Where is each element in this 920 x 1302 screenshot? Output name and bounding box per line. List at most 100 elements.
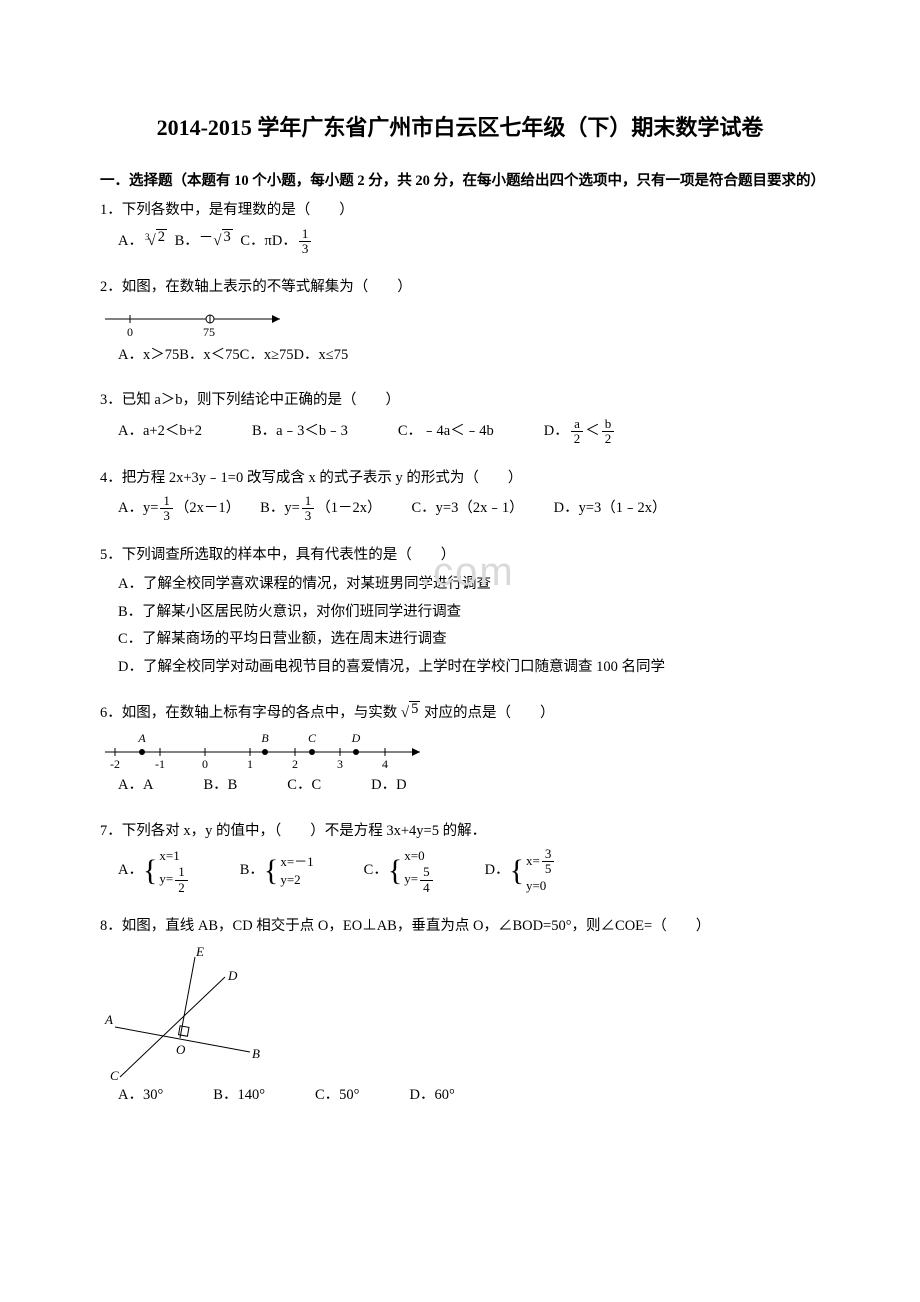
numerator: 1 xyxy=(302,494,315,509)
q7-stem: 7．下列各对 x，y 的值中，（ ）不是方程 3x+4y=5 的解． xyxy=(100,818,820,846)
radical-value: 5 xyxy=(409,701,420,718)
number-line-q2: 0 75 xyxy=(100,304,300,342)
q8-opt-b: B．140° xyxy=(213,1082,265,1110)
q3-opt-d: D． a2 ＜ b2 xyxy=(544,417,616,447)
question-6: 6．如图，在数轴上标有字母的各点中，与实数 √5 对应的点是（ ） -2 -1 … xyxy=(100,699,820,799)
opt-label: B．y= xyxy=(260,495,300,523)
opt-label: C．πD． xyxy=(240,228,296,256)
q2-stem: 2．如图，在数轴上表示的不等式解集为（ ） xyxy=(100,274,820,302)
q3-opt-c: C．﹣4a＜﹣4b xyxy=(398,417,494,447)
svg-text:B: B xyxy=(252,1046,260,1061)
q6-opt-a: A．A xyxy=(118,772,153,800)
stem-post: 对应的点是（ ） xyxy=(424,705,555,721)
sqrt-icon: √3 xyxy=(213,227,232,256)
brace-icon: { xyxy=(510,856,524,886)
svg-text:A: A xyxy=(137,731,146,745)
tick-75: 75 xyxy=(203,325,215,339)
question-5: .com 5．下列调查所选取的样本中，具有代表性的是（ ） A．了解全校同学喜欢… xyxy=(100,542,820,682)
svg-text:-2: -2 xyxy=(110,757,120,771)
svg-text:D: D xyxy=(227,968,238,983)
numerator: 3 xyxy=(542,847,555,862)
sys-row: y=12 xyxy=(159,865,189,895)
brace-icon: { xyxy=(388,856,402,886)
q5-stem: 5．下列调查所选取的样本中，具有代表性的是（ ） xyxy=(100,542,820,570)
numerator: a xyxy=(571,417,584,432)
denominator: 3 xyxy=(160,509,173,523)
svg-text:0: 0 xyxy=(202,757,208,771)
svg-text:D: D xyxy=(351,731,361,745)
q2-opts: A．x＞75B．x＜75C．x≥75D．x≤75 xyxy=(100,342,820,370)
numerator: 1 xyxy=(160,494,173,509)
q1-opt-b: B． － √3 xyxy=(175,227,233,256)
q5-opt-d: D．了解全校同学对动画电视节目的喜爱情况，上学时在学校门口随意调查 100 名同… xyxy=(118,654,820,682)
opt-label: A．y= xyxy=(118,495,158,523)
question-8: 8．如图，直线 AB，CD 相交于点 O，EO⊥AB，垂直为点 O，∠BOD=5… xyxy=(100,913,820,1110)
page-title: 2014-2015 学年广东省广州市白云区七年级（下）期末数学试卷 xyxy=(100,110,820,142)
q7-opt-c: C． { x=0 y=54 xyxy=(364,847,435,895)
opt-label: A． xyxy=(118,228,143,256)
denominator: 5 xyxy=(542,862,555,876)
cube-root-index: 3 xyxy=(145,229,150,246)
sqrt-icon: √5 xyxy=(401,699,420,728)
denominator: 4 xyxy=(420,881,433,895)
svg-text:4: 4 xyxy=(382,757,388,771)
sys-row: y=0 xyxy=(526,877,556,895)
q4-opt-b: B．y= 13 （1－2x） xyxy=(260,494,381,524)
q3-opt-b: B．a﹣3＜b﹣3 xyxy=(252,417,348,447)
question-2: 2．如图，在数轴上表示的不等式解集为（ ） 0 75 A．x＞75B．x＜75C… xyxy=(100,274,820,369)
q3-opt-a: A．a+2＜b+2 xyxy=(118,417,202,447)
q7-opt-d: D． { x=35 y=0 xyxy=(485,847,557,895)
sys-row: x=－1 xyxy=(280,853,313,871)
fraction: b2 xyxy=(602,417,615,447)
sys-row: x=1 xyxy=(159,847,189,865)
q8-opt-c: C．50° xyxy=(315,1082,359,1110)
section-heading: 一．选择题（本题有 10 个小题，每小题 2 分，共 20 分，在每小题给出四个… xyxy=(100,170,820,193)
denominator: 3 xyxy=(302,509,315,523)
q6-opt-b: B．B xyxy=(203,772,237,800)
q8-opt-a: A．30° xyxy=(118,1082,163,1110)
opt-label: B． xyxy=(240,857,264,885)
sys-row: y=2 xyxy=(280,871,313,889)
q6-stem: 6．如图，在数轴上标有字母的各点中，与实数 √5 对应的点是（ ） xyxy=(100,699,820,728)
denominator: 2 xyxy=(175,881,188,895)
question-3: 3．已知 a＞b，则下列结论中正确的是（ ） A．a+2＜b+2 B．a﹣3＜b… xyxy=(100,387,820,446)
fraction: 13 xyxy=(302,494,315,524)
brace-icon: { xyxy=(264,856,278,886)
fraction: a2 xyxy=(571,417,584,447)
svg-text:3: 3 xyxy=(337,757,343,771)
stem-pre: 6．如图，在数轴上标有字母的各点中，与实数 xyxy=(100,705,397,721)
numerator: 1 xyxy=(299,227,312,242)
q1-stem: 1．下列各数中，是有理数的是（ ） xyxy=(100,197,820,225)
svg-text:O: O xyxy=(176,1042,186,1057)
question-7: 7．下列各对 x，y 的值中，（ ）不是方程 3x+4y=5 的解． A． { … xyxy=(100,818,820,895)
svg-text:C: C xyxy=(110,1068,119,1082)
q5-opt-a: A．了解全校同学喜欢课程的情况，对某班男同学进行调查 xyxy=(118,571,820,599)
fraction: 13 xyxy=(299,227,312,257)
q1-opt-cd: C．πD． 13 xyxy=(240,227,313,257)
svg-text:E: E xyxy=(195,944,204,959)
numerator: 1 xyxy=(175,865,188,880)
opt-label: A． xyxy=(118,857,143,885)
sys-row: x=35 xyxy=(526,847,556,877)
q4-opt-c: C．y=3（2x﹣1） xyxy=(412,494,524,524)
q7-opt-b: B． { x=－1 y=2 xyxy=(240,853,314,889)
cube-root-icon: √2 xyxy=(147,227,166,256)
tick-0: 0 xyxy=(127,325,133,339)
q6-opt-c: C．C xyxy=(287,772,321,800)
denominator: 3 xyxy=(299,242,312,256)
question-4: 4．把方程 2x+3y﹣1=0 改写成含 x 的式子表示 y 的形式为（ ） A… xyxy=(100,465,820,524)
svg-text:1: 1 xyxy=(247,757,253,771)
expr-tail: （1－2x） xyxy=(316,495,381,523)
denominator: 2 xyxy=(571,432,584,446)
radical-value: 2 xyxy=(156,229,167,246)
opt-label: D． xyxy=(544,418,569,446)
denominator: 2 xyxy=(602,432,615,446)
sys-row: y=54 xyxy=(404,865,434,895)
q4-opt-d: D．y=3（1﹣2x） xyxy=(554,494,667,524)
svg-text:2: 2 xyxy=(292,757,298,771)
opt-label: D． xyxy=(485,857,510,885)
svg-text:B: B xyxy=(261,731,269,745)
opt-label: B． xyxy=(175,228,199,256)
expr-tail: （2x－1） xyxy=(175,495,240,523)
q7-opt-a: A． { x=1 y=12 xyxy=(118,847,190,895)
